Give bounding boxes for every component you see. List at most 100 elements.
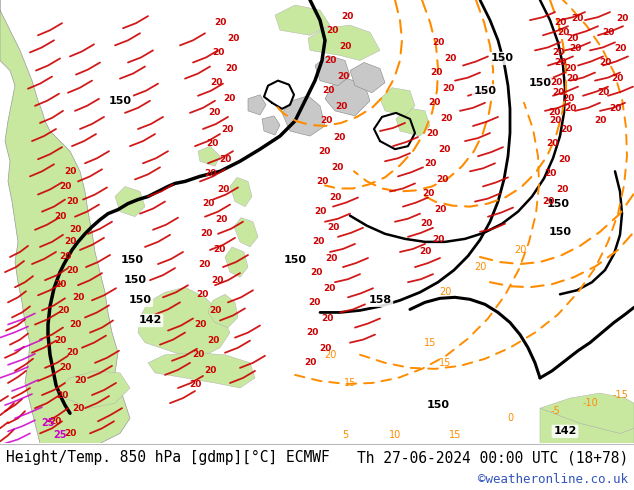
Text: 150: 150 (427, 400, 450, 410)
Text: 142: 142 (138, 316, 162, 325)
Polygon shape (282, 96, 325, 136)
Text: 20: 20 (59, 364, 71, 372)
Text: 25: 25 (41, 418, 55, 428)
Text: 15: 15 (439, 358, 451, 368)
Text: 20: 20 (444, 54, 456, 63)
Text: 20: 20 (217, 185, 229, 194)
Text: 20: 20 (422, 189, 434, 198)
Text: 20: 20 (196, 290, 208, 299)
Text: 20: 20 (64, 429, 76, 438)
Polygon shape (58, 371, 130, 408)
Text: 20: 20 (72, 404, 84, 413)
Text: 20: 20 (564, 64, 576, 73)
Text: 150: 150 (548, 227, 571, 237)
Text: 20: 20 (306, 328, 318, 337)
Polygon shape (138, 287, 230, 358)
Text: Height/Temp. 850 hPa [gdmp][°C] ECMWF: Height/Temp. 850 hPa [gdmp][°C] ECMWF (6, 450, 330, 465)
Text: 158: 158 (368, 295, 392, 305)
Text: 20: 20 (319, 344, 331, 353)
Text: 0: 0 (507, 413, 513, 423)
Polygon shape (396, 108, 430, 136)
Polygon shape (350, 63, 385, 93)
Text: 20: 20 (210, 78, 222, 87)
Text: 20: 20 (72, 293, 84, 302)
Text: 20: 20 (66, 266, 78, 274)
Text: 20: 20 (552, 88, 564, 97)
Text: 150: 150 (283, 255, 306, 265)
Text: 20: 20 (428, 98, 440, 107)
Text: 20: 20 (66, 197, 78, 206)
Text: 20: 20 (339, 42, 351, 51)
Polygon shape (308, 25, 380, 60)
Text: 20: 20 (556, 185, 568, 194)
Text: -10: -10 (582, 398, 598, 408)
Polygon shape (234, 218, 258, 247)
Text: 20: 20 (436, 175, 448, 184)
Text: 20: 20 (611, 74, 623, 83)
Text: 20: 20 (341, 12, 353, 21)
Text: 20: 20 (439, 287, 451, 297)
Text: 20: 20 (554, 18, 566, 26)
Text: 20: 20 (324, 350, 336, 360)
Text: ©weatheronline.co.uk: ©weatheronline.co.uk (478, 473, 628, 487)
Polygon shape (540, 408, 634, 443)
Text: 20: 20 (56, 391, 68, 399)
Polygon shape (380, 88, 415, 116)
Text: 20: 20 (227, 34, 239, 43)
Text: 150: 150 (474, 86, 496, 96)
Text: 20: 20 (326, 26, 338, 35)
Polygon shape (275, 5, 330, 35)
Text: 15: 15 (424, 338, 436, 348)
Text: 20: 20 (548, 108, 560, 118)
Polygon shape (115, 187, 145, 217)
Polygon shape (0, 0, 130, 443)
Text: 20: 20 (594, 117, 606, 125)
Text: 20: 20 (566, 74, 578, 83)
Polygon shape (248, 95, 266, 115)
Text: 20: 20 (560, 124, 573, 133)
Polygon shape (230, 177, 252, 207)
Text: 20: 20 (194, 320, 206, 329)
Text: 20: 20 (434, 205, 446, 214)
Text: 20: 20 (432, 38, 444, 47)
Text: 20: 20 (64, 167, 76, 176)
Text: 20: 20 (432, 235, 444, 245)
Text: 20: 20 (308, 298, 320, 307)
Text: 20: 20 (208, 108, 220, 118)
Text: 20: 20 (225, 64, 237, 73)
Text: 15: 15 (449, 430, 461, 441)
Text: 25: 25 (53, 430, 67, 441)
Text: 150: 150 (129, 295, 152, 305)
Text: 20: 20 (212, 48, 224, 57)
Text: 20: 20 (57, 306, 69, 315)
Text: 20: 20 (304, 358, 316, 368)
Text: 20: 20 (569, 44, 581, 53)
Polygon shape (315, 55, 350, 86)
Text: 20: 20 (206, 139, 218, 147)
Text: 150: 150 (491, 53, 514, 63)
Text: 142: 142 (553, 426, 577, 437)
Text: 20: 20 (54, 212, 66, 221)
Text: 20: 20 (440, 115, 452, 123)
Text: 20: 20 (442, 84, 454, 93)
Text: 20: 20 (200, 229, 212, 238)
Text: 20: 20 (419, 247, 431, 256)
Text: 20: 20 (616, 14, 628, 23)
Text: 20: 20 (438, 145, 450, 154)
Text: 20: 20 (189, 381, 201, 390)
Polygon shape (262, 116, 280, 135)
Text: 20: 20 (335, 102, 347, 111)
Text: 15: 15 (344, 378, 356, 388)
Text: 20: 20 (314, 207, 326, 216)
Text: -15: -15 (612, 390, 628, 400)
Text: 20: 20 (202, 199, 214, 208)
Text: 20: 20 (424, 159, 436, 168)
Text: 20: 20 (542, 197, 554, 206)
Text: 150: 150 (547, 198, 569, 209)
Text: 20: 20 (327, 223, 339, 232)
Text: 20: 20 (318, 147, 330, 156)
Text: Th 27-06-2024 00:00 UTC (18+78): Th 27-06-2024 00:00 UTC (18+78) (357, 450, 628, 465)
Text: 20: 20 (192, 350, 204, 359)
Polygon shape (198, 146, 220, 166)
Text: 20: 20 (331, 163, 343, 172)
